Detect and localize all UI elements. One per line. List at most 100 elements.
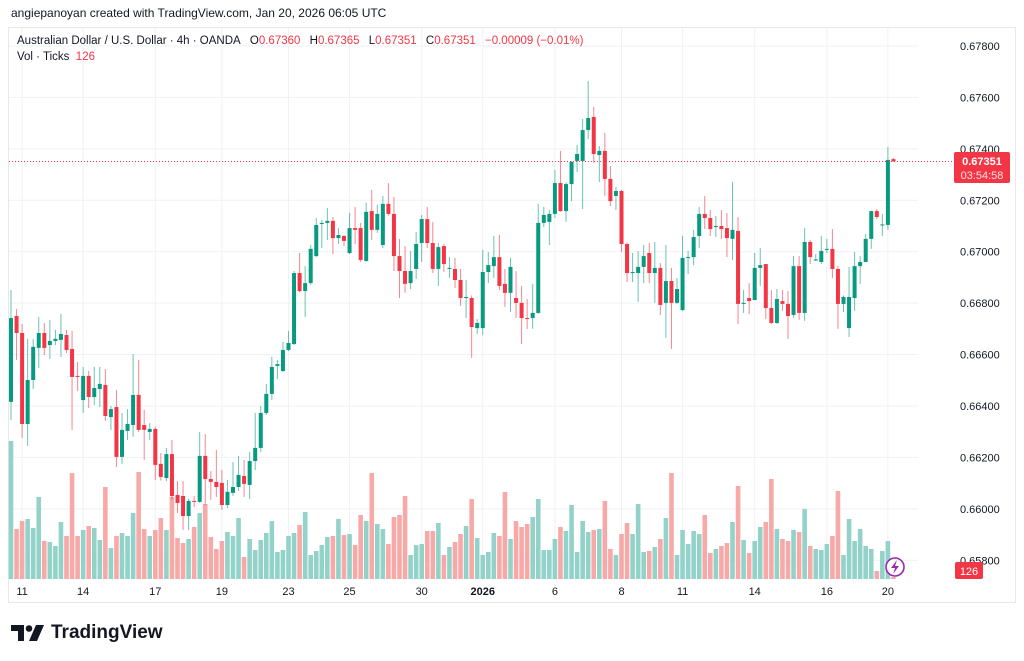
time-tick-label: 14 bbox=[77, 586, 89, 598]
time-tick-label: 11 bbox=[677, 586, 688, 598]
candle bbox=[730, 182, 735, 260]
volume-bar bbox=[30, 528, 36, 579]
candle bbox=[436, 242, 441, 286]
volume-bar bbox=[430, 531, 436, 579]
candle-body bbox=[491, 257, 496, 267]
candle-body bbox=[9, 318, 13, 402]
volume-bar bbox=[69, 473, 75, 579]
candle-body bbox=[858, 261, 863, 267]
lightning-icon[interactable] bbox=[885, 557, 905, 577]
volume-bar bbox=[852, 541, 857, 579]
candle bbox=[847, 266, 852, 338]
volume-bar bbox=[558, 527, 563, 579]
candle bbox=[203, 434, 208, 505]
time-tick-label: 8 bbox=[618, 586, 624, 598]
price-tick-label: 0.67600 bbox=[960, 92, 1000, 104]
candle-body bbox=[841, 296, 846, 304]
volume-bar bbox=[691, 531, 696, 579]
volume-bar bbox=[391, 517, 397, 579]
candle bbox=[153, 426, 158, 481]
time-axis: 11 14 17 19 23 25 30 2026 6 8 11 14 16 20 bbox=[16, 586, 894, 598]
candle bbox=[791, 256, 796, 319]
volume-bar bbox=[291, 533, 297, 579]
candle bbox=[647, 242, 652, 284]
candle bbox=[75, 362, 80, 392]
candle-body bbox=[708, 218, 713, 230]
candle bbox=[658, 263, 663, 315]
chart-legend: Australian Dollar / U.S. Dollar · 4h · O… bbox=[17, 33, 583, 65]
volume-bar bbox=[136, 472, 141, 579]
volume-bar bbox=[868, 549, 874, 579]
volume-badge: 126 bbox=[955, 562, 983, 579]
candle bbox=[70, 330, 75, 430]
candle bbox=[885, 147, 890, 230]
candle-body bbox=[14, 315, 19, 333]
candle-body bbox=[225, 491, 230, 505]
candle-body bbox=[675, 288, 679, 303]
volume-bar bbox=[36, 497, 42, 579]
candle bbox=[369, 189, 374, 240]
candle-body bbox=[353, 228, 358, 230]
candle-body bbox=[597, 150, 602, 156]
volume-bar bbox=[141, 529, 147, 579]
candle bbox=[231, 462, 235, 496]
volume-bar bbox=[857, 529, 863, 579]
volume-bar bbox=[708, 553, 713, 579]
candle bbox=[197, 431, 202, 503]
candle-body bbox=[575, 153, 580, 161]
volume-bar bbox=[535, 499, 541, 579]
volume-bar bbox=[585, 532, 591, 579]
candle-body bbox=[758, 265, 763, 268]
volume-bar bbox=[158, 518, 164, 579]
volume-bar bbox=[191, 527, 197, 579]
volume-bar bbox=[225, 532, 230, 579]
candle bbox=[186, 498, 191, 530]
candle bbox=[786, 291, 790, 339]
candle bbox=[824, 238, 829, 253]
volume-bar bbox=[352, 545, 358, 579]
candle bbox=[97, 366, 102, 408]
volume-bar bbox=[735, 486, 741, 579]
candle bbox=[441, 243, 446, 273]
candle bbox=[164, 447, 169, 482]
candle bbox=[763, 264, 768, 320]
candle bbox=[408, 250, 413, 289]
volume-bar bbox=[519, 527, 524, 579]
candle bbox=[497, 234, 502, 291]
candle-body bbox=[824, 248, 829, 250]
candle bbox=[92, 366, 97, 405]
volume-bar bbox=[86, 526, 91, 579]
volume-bar bbox=[275, 552, 280, 579]
volume-bar bbox=[214, 549, 219, 579]
candle-body bbox=[619, 191, 624, 244]
volume-bar bbox=[119, 533, 125, 579]
candle bbox=[558, 150, 563, 212]
candle-body bbox=[852, 266, 857, 298]
volume-bar bbox=[424, 531, 430, 579]
volume-bar bbox=[863, 546, 868, 579]
candle-body bbox=[869, 211, 874, 239]
volume-bar bbox=[608, 549, 613, 579]
candle-body bbox=[242, 475, 247, 484]
candle bbox=[208, 471, 213, 500]
close-label: C bbox=[425, 35, 435, 47]
price-tick-label: 0.67800 bbox=[960, 41, 1000, 53]
time-tick-label: 14 bbox=[749, 586, 761, 598]
volume-bar bbox=[791, 530, 796, 579]
tradingview-logo[interactable]: TradingView bbox=[11, 622, 163, 644]
price-tick-label: 0.66400 bbox=[960, 401, 1000, 413]
candle-body bbox=[336, 234, 341, 239]
candle-body bbox=[97, 383, 102, 390]
candle bbox=[108, 405, 113, 430]
candle-body bbox=[403, 270, 408, 284]
volume-bar bbox=[308, 555, 313, 579]
candle bbox=[663, 245, 668, 338]
candle-body bbox=[58, 333, 63, 340]
candle-body bbox=[236, 474, 241, 487]
candle-body bbox=[663, 281, 668, 303]
candle bbox=[774, 288, 779, 324]
volume-bar bbox=[524, 524, 530, 579]
change-value: −0.00009 (−0.01%) bbox=[485, 35, 584, 47]
volume-bar bbox=[186, 539, 191, 579]
